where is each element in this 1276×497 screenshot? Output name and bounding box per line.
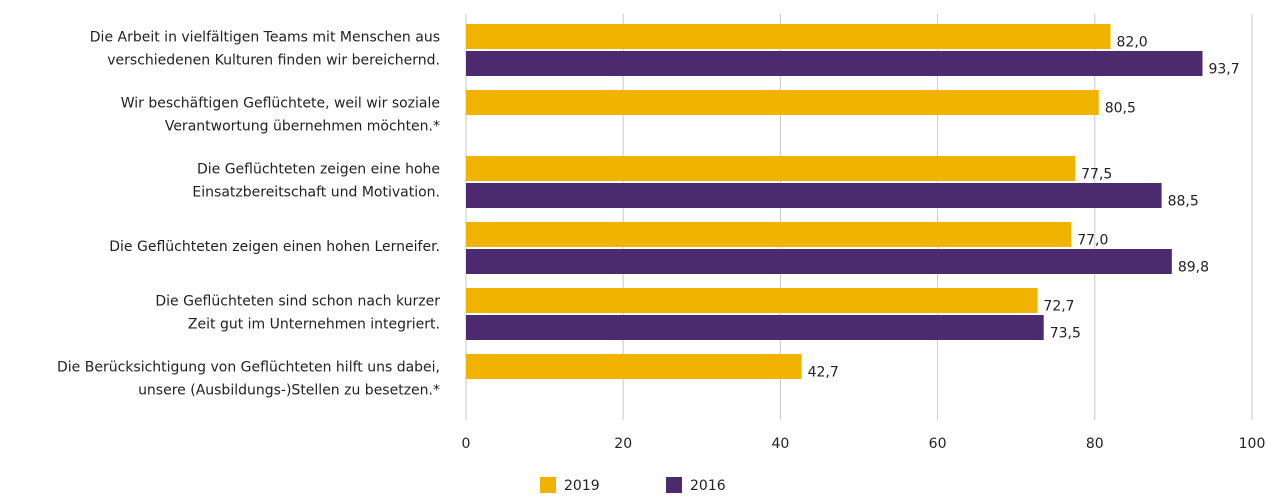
value-label: 88,5 <box>1168 194 1199 210</box>
x-tick-label: 20 <box>614 436 632 452</box>
bar <box>466 24 1111 49</box>
bar <box>466 90 1099 115</box>
value-label: 72,7 <box>1043 299 1074 315</box>
x-tick-label: 100 <box>1239 436 1266 452</box>
value-label: 77,0 <box>1077 233 1108 249</box>
bar <box>466 51 1203 76</box>
value-label: 93,7 <box>1208 62 1239 78</box>
category-label: Die Arbeit in vielfältigen Teams mit Men… <box>90 30 440 46</box>
category-label: Die Geflüchteten zeigen eine hohe <box>197 162 440 178</box>
bar <box>466 315 1044 340</box>
value-label: 77,5 <box>1081 167 1112 183</box>
bar <box>466 183 1162 208</box>
x-tick-label: 40 <box>771 436 789 452</box>
bar <box>466 222 1072 247</box>
category-label: Zeit gut im Unternehmen integriert. <box>188 317 440 333</box>
category-label: Die Geflüchteten zeigen einen hohen Lern… <box>109 239 440 255</box>
legend-swatch <box>540 477 556 493</box>
bar <box>466 354 802 379</box>
value-label: 82,0 <box>1117 35 1148 51</box>
x-tick-label: 0 <box>462 436 471 452</box>
category-label: Wir beschäftigen Geflüchtete, weil wir s… <box>121 96 440 112</box>
category-label: unsere (Ausbildungs-)Stellen zu besetzen… <box>138 383 440 399</box>
x-tick-label: 60 <box>929 436 947 452</box>
category-label: Verantwortung übernehmen möchten.* <box>165 119 440 135</box>
category-label: Einsatzbereitschaft und Motivation. <box>192 185 440 201</box>
bar <box>466 288 1038 313</box>
value-label: 89,8 <box>1178 260 1209 276</box>
x-tick-label: 80 <box>1086 436 1104 452</box>
legend-label: 2016 <box>690 478 726 493</box>
category-label: Die Berücksichtigung von Geflüchteten hi… <box>57 360 440 376</box>
legend-swatch <box>666 477 682 493</box>
bar <box>466 156 1076 181</box>
value-label: 80,5 <box>1105 101 1136 117</box>
category-label: verschiedenen Kulturen finden wir bereic… <box>107 53 440 69</box>
legend-label: 2019 <box>564 478 600 493</box>
value-label: 73,5 <box>1050 326 1081 342</box>
category-label: Die Geflüchteten sind schon nach kurzer <box>155 294 440 310</box>
bar <box>466 249 1172 274</box>
value-label: 42,7 <box>808 365 839 381</box>
